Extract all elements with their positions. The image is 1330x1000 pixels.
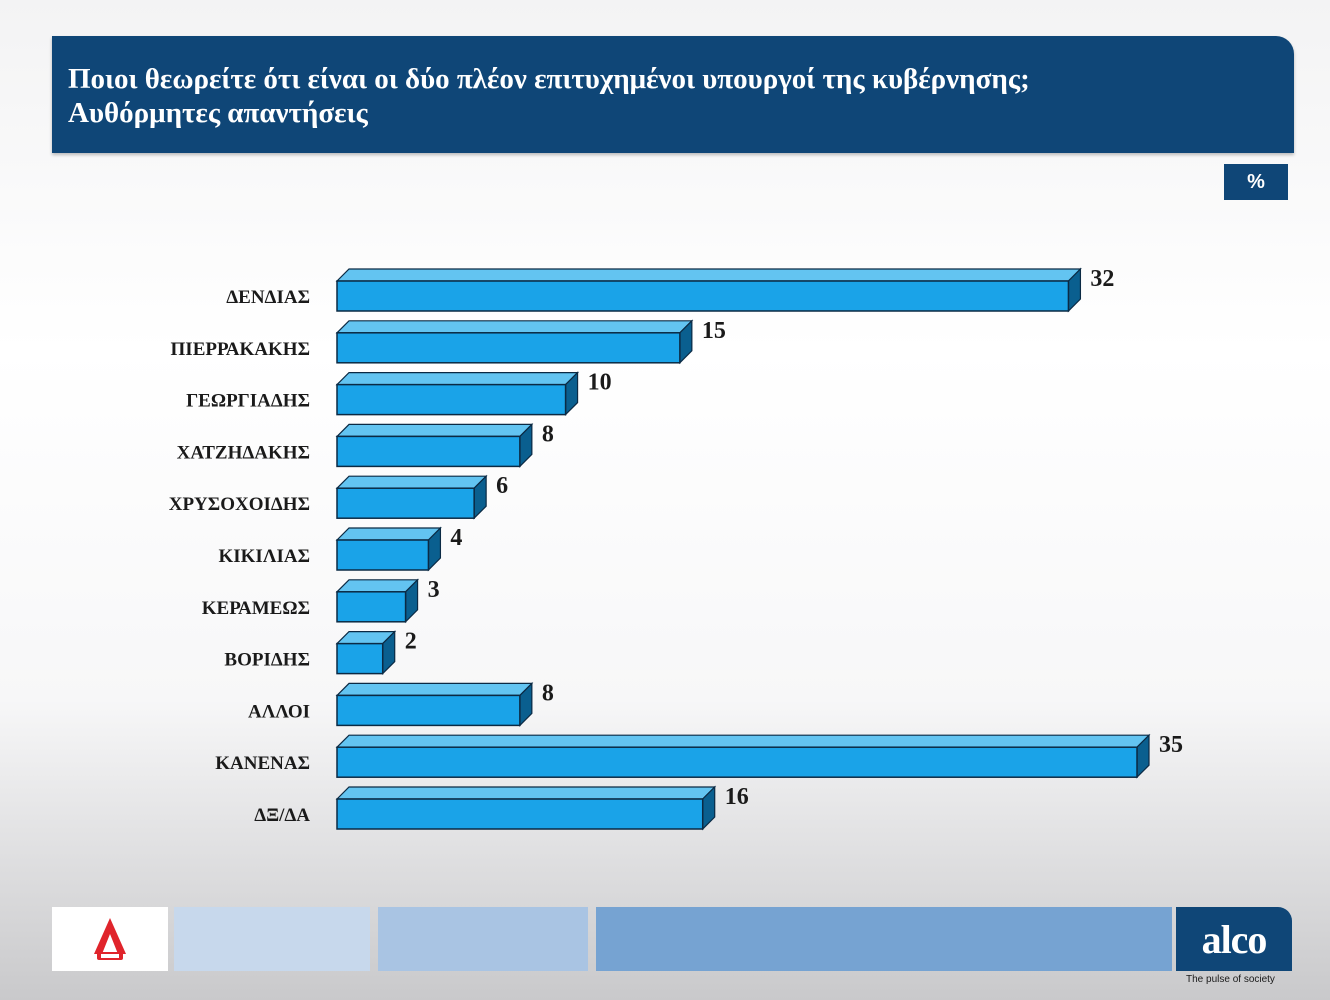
value-label: 6 (496, 473, 508, 499)
value-label: 16 (725, 784, 749, 810)
bar-chart: ΔΕΝΔΙΑΣ 32 ΠΙΕΡΡΑΚΑΚΗΣ 15 ΓΕΩΡΓΙΑΔΗΣ 10 ΧΑΤΖΗΔ… (169, 266, 1183, 831)
chart-title: Ποιοι θεωρείτε ότι είναι οι δύο πλέον επ… (68, 62, 1274, 130)
unit-badge: % (1224, 164, 1288, 200)
category-label: ΧΑΤΖΗΔΑΚΗΣ (177, 442, 310, 463)
bar (336, 435, 521, 468)
bar (336, 487, 475, 519)
bar-top-face (335, 527, 442, 541)
bar (336, 332, 681, 364)
category-label: ΧΡΥΣΟΧΟΙΔΗΣ (169, 494, 310, 515)
value-label: 35 (1159, 732, 1183, 758)
bar (336, 539, 430, 571)
bar-top-face (335, 734, 1151, 748)
value-label: 4 (450, 525, 462, 551)
bar-top-face (335, 423, 534, 437)
footer-segment-3 (596, 907, 1172, 971)
value-label: 3 (428, 577, 440, 603)
footer-segment-1 (174, 907, 370, 971)
bar (336, 798, 704, 830)
category-label: ΚΑΝΕΝΑΣ (215, 753, 310, 774)
value-label: 8 (542, 680, 554, 706)
value-label: 32 (1090, 266, 1114, 292)
bar (336, 746, 1138, 778)
bar (336, 383, 567, 416)
footer-bar: alco (52, 907, 1292, 971)
bar (336, 591, 407, 623)
category-label: ΓΕΩΡΓΙΑΔΗΣ (186, 391, 310, 412)
bar-top-face (335, 475, 488, 489)
category-label: ΚΕΡΑΜΕΩΣ (202, 598, 310, 619)
bar-top-face (335, 579, 420, 593)
title-banner: Ποιοι θεωρείτε ότι είναι οι δύο πλέον επ… (52, 36, 1294, 153)
title-line-1: Ποιοι θεωρείτε ότι είναι οι δύο πλέον επ… (68, 63, 1030, 95)
category-label: ΔΕΝΔΙΑΣ (226, 287, 310, 308)
category-label: ΒΟΡΙΔΗΣ (224, 650, 310, 671)
bar-top-face (335, 320, 694, 334)
alco-logo: alco (1176, 907, 1292, 971)
value-label: 8 (542, 421, 554, 447)
bar-top-face (335, 372, 580, 386)
category-label: ΚΙΚΙΛΙΑΣ (218, 546, 310, 567)
alco-logo-text: alco (1201, 916, 1268, 962)
bar (336, 280, 1070, 312)
bar-top-face (335, 268, 1082, 282)
bar-top-face (335, 786, 717, 800)
category-label: ΠΙΕΡΡΑΚΑΚΗΣ (171, 339, 310, 360)
bar (336, 694, 521, 727)
category-label: ΔΞ/ΔΑ (254, 805, 310, 826)
bar (336, 642, 384, 675)
alpha-logo (52, 907, 168, 971)
category-label: ΑΛΛΟΙ (248, 701, 310, 722)
title-line-2: Αυθόρμητες απαντήσεις (68, 97, 368, 129)
value-label: 15 (702, 318, 726, 344)
value-label: 10 (588, 370, 612, 396)
value-label: 2 (405, 629, 417, 655)
alco-tagline: The pulse of society (1186, 974, 1275, 985)
footer-segment-2 (378, 907, 588, 971)
alpha-logo-icon (94, 918, 126, 960)
bar-top-face (335, 682, 534, 697)
